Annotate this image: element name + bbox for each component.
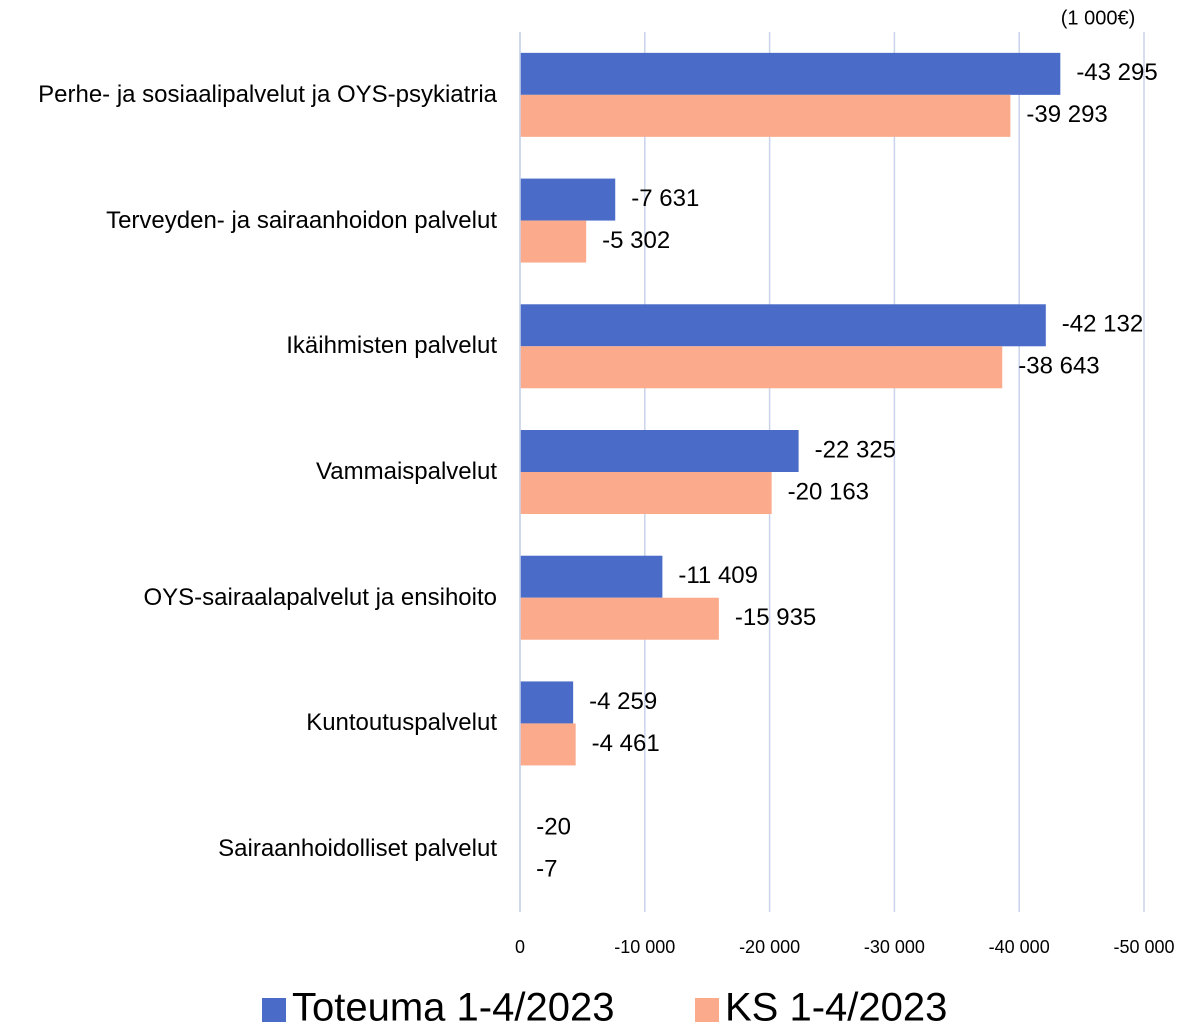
category-label-box: Sairaanhoidolliset palvelut — [0, 809, 497, 889]
bar — [520, 346, 1003, 389]
category-label-box: Terveyden- ja sairaanhoidon palvelut — [0, 181, 497, 261]
x-tick-label: -30 000 — [864, 937, 925, 957]
x-tick-label: -40 000 — [989, 937, 1050, 957]
bar — [520, 52, 1061, 95]
data-label: -7 — [536, 855, 557, 882]
category-label: Sairaanhoidolliset palvelut — [218, 835, 497, 863]
bar — [520, 472, 772, 514]
bar — [520, 178, 616, 221]
data-label: -4 259 — [589, 688, 657, 715]
bar — [520, 304, 1046, 347]
bar — [520, 597, 719, 640]
data-label: -4 461 — [592, 730, 660, 757]
category-label-box: OYS-sairaalapalvelut ja ensihoito — [0, 558, 497, 638]
data-label: -22 325 — [815, 436, 896, 463]
data-label: -5 302 — [602, 227, 670, 254]
data-label: -43 295 — [1076, 59, 1157, 86]
unit-label: (1 000€) — [1061, 7, 1136, 29]
data-label: -38 643 — [1018, 353, 1099, 380]
legend-swatch — [262, 998, 286, 1022]
legend-label: Toteuma 1-4/2023 — [292, 986, 614, 1027]
category-label: Terveyden- ja sairaanhoidon palvelut — [106, 206, 497, 234]
data-label: -20 163 — [788, 478, 869, 505]
category-label-box: Perhe- ja sosiaalipalvelut ja OYS-psykia… — [0, 55, 497, 135]
data-label: -15 935 — [735, 604, 816, 631]
bar — [520, 220, 587, 263]
bar — [520, 681, 574, 724]
category-label-box: Vammaispalvelut — [0, 432, 497, 512]
category-label: Ikäihmisten palvelut — [286, 332, 497, 360]
category-label-box: Ikäihmisten palvelut — [0, 306, 497, 386]
category-label: Vammaispalvelut — [316, 458, 497, 485]
data-label: -11 409 — [678, 562, 758, 589]
category-label: Perhe- ja sosiaalipalvelut ja OYS-psykia… — [38, 80, 497, 108]
data-label: -20 — [536, 813, 571, 840]
legend-label: KS 1-4/2023 — [725, 986, 947, 1027]
x-tick-label: -10 000 — [614, 937, 675, 957]
bar — [520, 723, 576, 766]
data-label: -42 132 — [1062, 311, 1143, 338]
category-label-box: Kuntoutuspalvelut — [0, 683, 497, 763]
bar — [520, 555, 663, 598]
x-tick-label: 0 — [515, 937, 525, 957]
bar — [520, 94, 1011, 137]
category-label: OYS-sairaalapalvelut ja ensihoito — [143, 583, 497, 611]
data-label: -7 631 — [631, 185, 699, 212]
x-tick-label: -20 000 — [739, 937, 800, 957]
category-label: Kuntoutuspalvelut — [306, 709, 497, 737]
x-tick-label: -50 000 — [1113, 937, 1174, 957]
data-label: -39 293 — [1026, 101, 1107, 128]
legend-swatch — [695, 998, 719, 1022]
bar — [520, 430, 799, 472]
